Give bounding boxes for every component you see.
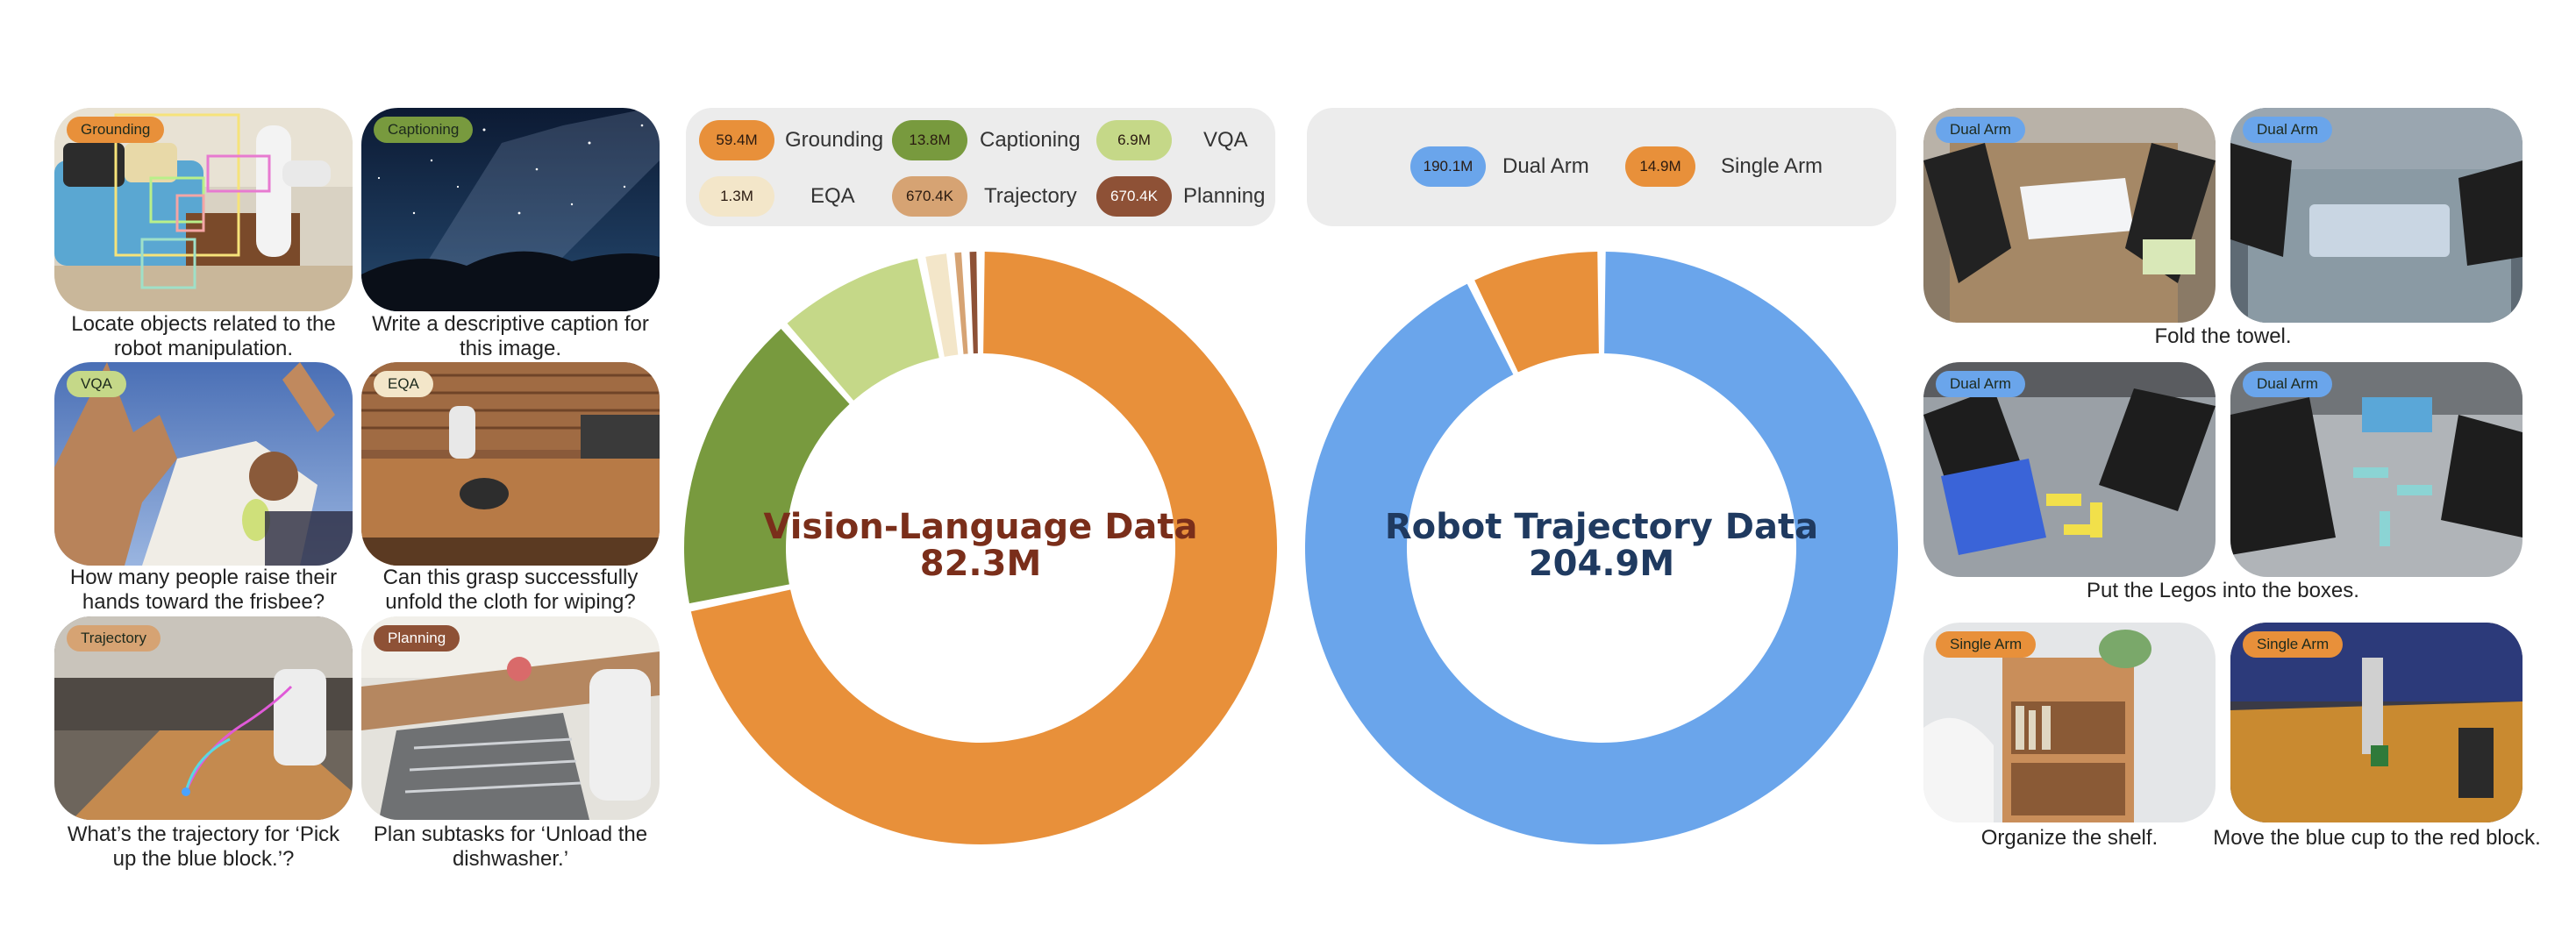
single-arm-badge-1: Single Arm bbox=[1936, 631, 2037, 658]
vqa-caption: How many people raise their hands toward… bbox=[69, 566, 338, 614]
robot-title-text: Robot Trajectory Data bbox=[1384, 507, 1819, 547]
legend-label-trajectory: Trajectory bbox=[984, 184, 1077, 208]
legend-label-vqa: VQA bbox=[1203, 128, 1248, 152]
fold-towel-caption: Fold the towel. bbox=[2154, 324, 2292, 348]
legend-pill-trajectory: 670.4K bbox=[892, 176, 967, 217]
legos-image-2: Dual Arm bbox=[2230, 362, 2522, 577]
vision-language-donut-chart bbox=[684, 252, 1277, 844]
grounding-example-image: Grounding bbox=[54, 108, 353, 311]
vl-slice-trajectory bbox=[954, 252, 968, 354]
captioning-badge: Captioning bbox=[374, 117, 474, 143]
dual-arm-badge-4: Dual Arm bbox=[2243, 371, 2332, 397]
vqa-example-image: VQA bbox=[54, 362, 353, 566]
legend-pill-vqa: 6.9M bbox=[1096, 120, 1172, 160]
legend-pill-eqa: 1.3M bbox=[699, 176, 774, 217]
fold-towel-image-2: Dual Arm bbox=[2230, 108, 2522, 323]
vl-slice-eqa bbox=[925, 253, 959, 357]
legos-caption: Put the Legos into the boxes. bbox=[2087, 579, 2359, 602]
eqa-badge: EQA bbox=[374, 371, 433, 397]
trajectory-badge: Trajectory bbox=[67, 625, 161, 652]
vl-total-text: 82.3M bbox=[919, 544, 1042, 584]
dual-arm-badge-2: Dual Arm bbox=[2243, 117, 2332, 143]
grounding-badge: Grounding bbox=[67, 117, 165, 143]
robot-total-text: 204.9M bbox=[1528, 544, 1675, 584]
planning-example-image: Planning bbox=[361, 616, 660, 820]
eqa-example-image: EQA bbox=[361, 362, 660, 566]
fold-towel-image-1: Dual Arm bbox=[1923, 108, 2216, 323]
legend-pill-planning: 670.4K bbox=[1096, 176, 1172, 217]
planning-badge: Planning bbox=[374, 625, 460, 652]
trajectory-caption: What’s the trajectory for ‘Pick up the b… bbox=[67, 822, 340, 871]
legend-pill-captioning: 13.8M bbox=[892, 120, 967, 160]
robot-chart-title: Robot Trajectory Data 204.9M bbox=[1374, 509, 1830, 582]
legos-image-1: Dual Arm bbox=[1923, 362, 2216, 577]
legend-label-captioning: Captioning bbox=[980, 128, 1081, 152]
legend-label-dual-arm: Dual Arm bbox=[1502, 154, 1589, 178]
grounding-caption: Locate objects related to the robot mani… bbox=[71, 312, 336, 360]
robot-slice-dual-arm bbox=[1305, 252, 1898, 844]
legend-label-grounding: Grounding bbox=[785, 128, 884, 152]
vl-chart-title: Vision-Language Data 82.3M bbox=[753, 509, 1209, 582]
legend-pill-single-arm: 14.9M bbox=[1625, 146, 1695, 187]
captioning-caption: Write a descriptive caption for this ima… bbox=[372, 312, 649, 360]
legend-label-planning: Planning bbox=[1183, 184, 1266, 208]
robot-legend: 190.1M Dual Arm 14.9M Single Arm bbox=[1307, 108, 1896, 226]
eqa-caption: Can this grasp successfully unfold the c… bbox=[382, 566, 639, 614]
vqa-badge: VQA bbox=[67, 371, 126, 397]
legend-label-single-arm: Single Arm bbox=[1721, 154, 1823, 178]
vl-slice-grounding bbox=[690, 252, 1277, 844]
organize-shelf-caption: Organize the shelf. bbox=[1980, 826, 2159, 850]
legend-pill-grounding: 59.4M bbox=[699, 120, 774, 160]
legend-label-eqa: EQA bbox=[810, 184, 855, 208]
legend-pill-dual-arm: 190.1M bbox=[1410, 146, 1486, 187]
vl-slice-planning bbox=[969, 252, 978, 354]
vl-slice-vqa bbox=[787, 258, 939, 401]
trajectory-example-image: Trajectory bbox=[54, 616, 353, 820]
planning-caption: Plan subtasks for ‘Unload the dishwasher… bbox=[373, 822, 648, 871]
vl-title-text: Vision-Language Data bbox=[763, 507, 1198, 547]
captioning-example-image: Captioning bbox=[361, 108, 660, 311]
robot-slice-single-arm bbox=[1474, 252, 1599, 373]
move-cup-image: Single Arm bbox=[2230, 623, 2522, 822]
organize-shelf-image: Single Arm bbox=[1923, 623, 2216, 822]
dual-arm-badge-3: Dual Arm bbox=[1936, 371, 2025, 397]
move-cup-caption: Move the blue cup to the red block. bbox=[2213, 826, 2541, 850]
dual-arm-badge-1: Dual Arm bbox=[1936, 117, 2025, 143]
vl-slice-captioning bbox=[684, 329, 850, 604]
vl-legend: 59.4M Grounding 13.8M Captioning 6.9M VQ… bbox=[686, 108, 1275, 226]
robot-trajectory-donut-chart bbox=[1305, 252, 1898, 844]
single-arm-badge-2: Single Arm bbox=[2243, 631, 2344, 658]
